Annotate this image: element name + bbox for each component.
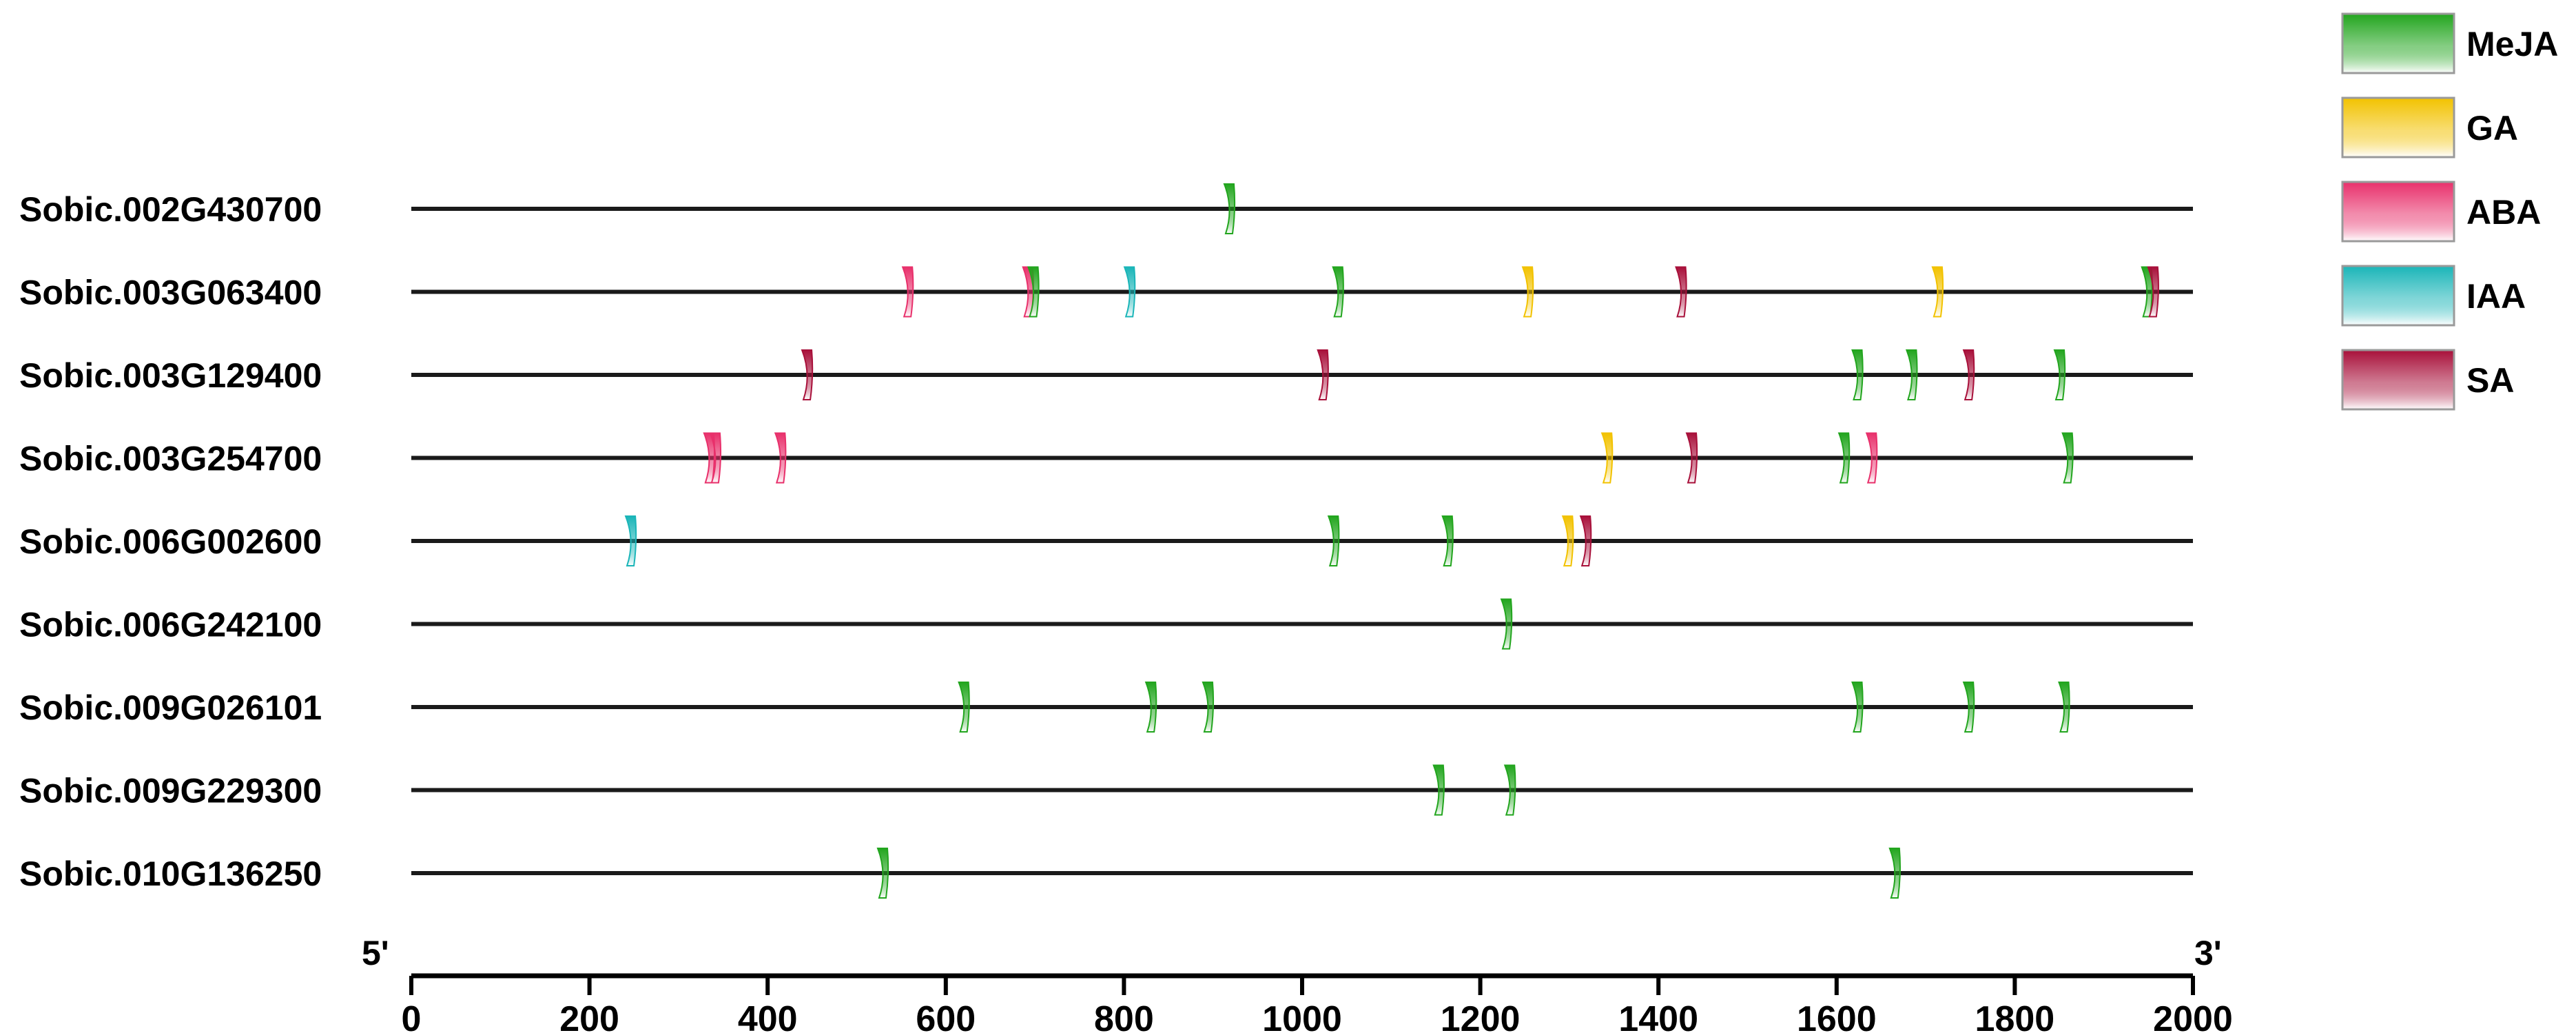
legend-label-sa: SA — [2466, 361, 2514, 400]
gene-label: Sobic.003G254700 — [19, 440, 322, 478]
element-marker-sa — [1675, 266, 1687, 318]
element-marker-meja — [1503, 764, 1516, 816]
element-marker-meja — [1144, 682, 1157, 733]
tick-label: 1400 — [1618, 999, 1698, 1033]
legend-swatch-iaa — [2341, 265, 2455, 327]
gene-label: Sobic.010G136250 — [19, 855, 322, 893]
legend-swatch-meja — [2341, 12, 2455, 74]
legend-label-meja: MeJA — [2466, 25, 2558, 63]
legend-swatch-sa — [2341, 349, 2455, 411]
element-marker-meja — [1432, 764, 1445, 816]
tick-label: 1000 — [1262, 999, 1342, 1033]
tick-label: 1800 — [1975, 999, 2055, 1033]
element-marker-meja — [1027, 266, 1040, 318]
gene-label: Sobic.002G430700 — [19, 190, 322, 229]
gene-label: Sobic.006G002600 — [19, 522, 322, 561]
element-marker-sa — [801, 349, 814, 400]
element-marker-ga — [1931, 266, 1944, 318]
element-marker-aba — [901, 266, 914, 318]
element-marker-meja — [1327, 515, 1340, 566]
element-marker-sa — [1579, 515, 1592, 566]
tick-label: 400 — [738, 999, 798, 1033]
element-marker-sa — [1685, 432, 1698, 484]
element-marker-aba — [774, 432, 787, 484]
element-marker-meja — [1332, 266, 1344, 318]
five-prime-label: 5' — [362, 934, 389, 972]
element-marker-meja — [876, 848, 889, 899]
element-marker-sa — [1317, 349, 1329, 400]
element-marker-iaa — [624, 515, 637, 566]
element-marker-aba — [1865, 432, 1878, 484]
tick-label: 800 — [1094, 999, 1154, 1033]
gene-label: Sobic.009G026101 — [19, 688, 322, 727]
legend-label-iaa: IAA — [2466, 277, 2526, 316]
element-marker-meja — [1500, 598, 1513, 650]
element-marker-ga — [1600, 432, 1614, 484]
element-marker-meja — [1837, 432, 1851, 484]
tick-label: 0 — [402, 999, 422, 1033]
element-markers — [624, 183, 2159, 899]
gene-label: Sobic.003G063400 — [19, 274, 322, 312]
element-marker-meja — [1888, 848, 1901, 899]
tick-label: 600 — [916, 999, 976, 1033]
element-marker-meja — [2058, 682, 2070, 733]
element-marker-sa — [1962, 349, 1975, 400]
element-marker-iaa — [1123, 266, 1136, 318]
element-marker-meja — [1202, 682, 1215, 733]
tick-label: 200 — [559, 999, 619, 1033]
tick-label: 1600 — [1797, 999, 1877, 1033]
legend-label-aba: ABA — [2466, 193, 2541, 232]
element-marker-meja — [1851, 349, 1864, 400]
three-prime-label: 3' — [2194, 934, 2222, 972]
element-marker-meja — [1962, 682, 1975, 733]
gene-label: Sobic.003G129400 — [19, 356, 322, 395]
element-marker-meja — [1441, 515, 1454, 566]
element-marker-ga — [1521, 266, 1534, 318]
x-axis: 0 200 400 600 800 1000 1200 1400 1600 1800 2000 5' 3… — [362, 934, 2233, 1033]
gene-rows: Sobic.002G430700 Sobic.003G063400 Sobic.00… — [19, 190, 2193, 893]
element-marker-sa — [2147, 266, 2159, 318]
element-marker-meja — [2061, 432, 2074, 484]
tick-label: 2000 — [2153, 999, 2233, 1033]
gene-label: Sobic.009G229300 — [19, 772, 322, 810]
gene-label: Sobic.006G242100 — [19, 606, 322, 644]
legend-label-ga: GA — [2466, 109, 2518, 147]
legend-swatch-aba — [2341, 181, 2455, 243]
legend-swatch-ga — [2341, 96, 2455, 158]
legend: MeJA GA ABA IAA SA — [2341, 12, 2558, 411]
element-marker-aba — [709, 432, 722, 484]
element-marker-meja — [2053, 349, 2066, 400]
element-marker-ga — [1561, 515, 1574, 566]
element-marker-meja — [1905, 349, 1918, 400]
element-marker-meja — [958, 682, 970, 733]
element-marker-meja — [1223, 183, 1236, 234]
element-marker-meja — [1851, 682, 1864, 733]
tick-label: 1200 — [1441, 999, 1521, 1033]
